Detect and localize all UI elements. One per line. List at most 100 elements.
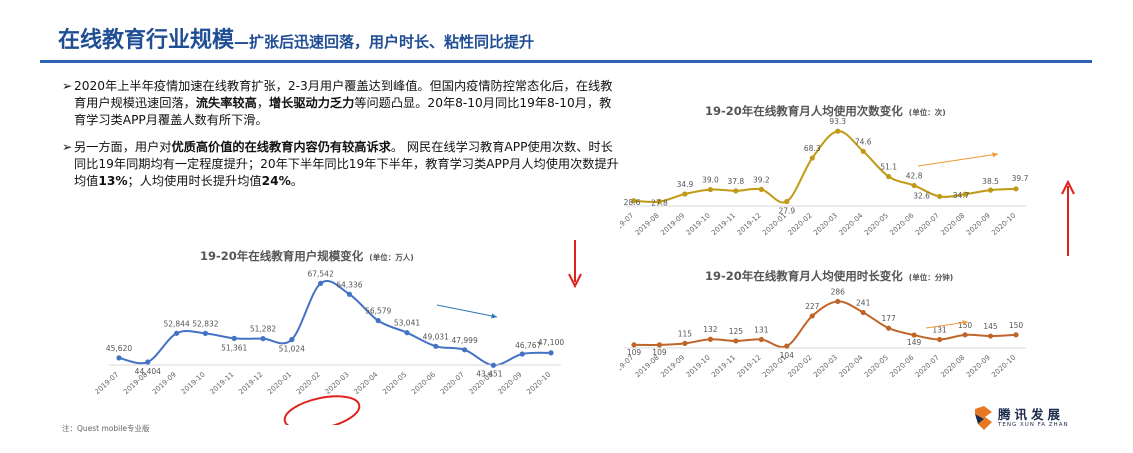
data-label: 115 [678,329,693,338]
x-tick-label: 2020-07 [914,354,941,380]
series-line [118,280,552,367]
data-point [707,336,713,342]
data-point [707,186,713,193]
title-main: 在线教育行业规模 [58,28,235,53]
x-tick-label: 2019-07 [620,212,635,238]
x-tick-label: 2019-08 [634,212,661,238]
data-label: 34.7 [953,191,970,200]
x-tick-label: 2020-05 [381,371,408,397]
data-point [758,186,764,192]
x-tick-label: 2020-04 [837,353,864,379]
x-tick-label: 2019-08 [634,354,661,380]
bullet-bold-text: 增长驱动力乏力 [269,96,355,110]
data-label: 27.8 [651,199,668,208]
bullet-bold-text: 优质高价值的在线教育内容仍有较高诉求 [171,140,391,154]
bullet-list: ➢ 2020年上半年疫情加速在线教育扩张，2-3月用户覆盖达到峰值。但国内疫情防… [62,78,622,200]
data-point [809,155,815,161]
data-point [733,188,739,194]
bullet-arrow-icon: ➢ [62,79,73,93]
data-label: 43,451 [476,369,502,378]
data-point [886,173,892,180]
data-label: 32.6 [913,191,930,200]
data-label: 241 [856,298,871,307]
data-point [835,298,841,305]
red-down-arrow-icon [568,240,582,289]
data-point [1013,332,1019,338]
data-point [231,335,237,341]
data-label: 51,282 [250,325,276,334]
data-point [202,330,208,336]
data-label: 47,100 [538,338,564,347]
data-point [987,187,994,193]
chart2-unit: (单位：次) [908,108,946,117]
x-tick-label: 2020-01 [266,371,293,397]
x-tick-label: 2020-06 [888,211,915,237]
data-point [937,193,943,200]
data-point [145,359,151,365]
trend-arrowhead [962,320,968,326]
chart-usage-count: 28.6 2019-07 27.8 2019-08 34.9 2019-09 39.0 201… [620,118,1029,238]
data-point [656,342,663,348]
x-tick-label: 2020-06 [410,370,437,396]
data-label: 131 [754,325,769,334]
logo-text-cn: 腾讯发展 [998,407,1065,422]
bullet-text: ；人均使用时长提升均值 [127,174,262,188]
data-point [784,198,790,205]
data-label: 28.6 [624,198,641,207]
source-note: 注：Quest mobile专业版 [62,424,150,433]
x-tick-label: 2020-01 [761,212,788,238]
x-tick-label: 2019-12 [736,354,763,380]
bullet-bold-text: 流失率较高 [195,96,257,110]
x-tick-label: 2019-07 [95,371,120,397]
bullet-arrow-icon: ➢ [62,140,73,154]
x-tick-label: 2020-07 [914,212,941,238]
data-label: 34.9 [677,180,694,189]
data-point [631,342,637,348]
data-point [1013,186,1019,192]
x-tick-label: 2020-10 [990,212,1017,238]
x-tick-label: 2019-10 [685,354,712,380]
data-point [174,330,180,336]
x-tick-label: 2019-10 [685,212,712,238]
data-label: 52,832 [192,319,218,328]
data-point [656,199,663,205]
bullet-text: 。 网民在线学习教育APP使用次数、时长同比19年同期均有一定程度提升；20年下… [74,140,619,188]
trend-arrowhead [491,313,497,319]
data-point [375,318,381,324]
data-label: 45,620 [106,344,132,353]
data-label: 227 [805,302,820,311]
data-point [404,330,410,336]
data-label: 47,999 [451,336,477,345]
x-tick-label: 2020-04 [352,370,379,396]
logo-mark-icon [975,406,992,430]
logo-text-en: TENG XUN FA ZHAN [998,422,1069,428]
data-label: 74.6 [855,137,872,146]
data-point [733,338,739,344]
chart3-unit: (单位：分钟) [908,273,954,282]
bullet-text: 等问题凸显。20年8-10月同比19年8-10月，教育学习类APP月覆盖人数有所… [74,96,612,127]
title-subtitle: —扩张后迅速回落，用户时长、粘性同比提升 [234,33,535,51]
data-label: 177 [882,314,897,323]
data-point [860,309,866,316]
red-up-arrow-icon [1061,180,1075,256]
data-label: 109 [627,348,642,357]
data-label: 51,024 [279,345,305,354]
x-tick-label: 2020-08 [939,212,966,238]
data-point [962,332,968,338]
bullet-bold-text: 13% [98,174,128,188]
data-label: 68.3 [804,144,821,153]
data-point [860,148,866,154]
x-tick-label: 2020-05 [863,354,890,380]
trend-arrow [436,304,498,318]
data-label: 52,844 [163,319,189,328]
x-tick-label: 2020-03 [324,371,351,397]
data-label: 56,579 [365,307,391,316]
data-label: 53,041 [394,319,420,328]
data-label: 39.2 [753,175,770,184]
chart1-title: 19-20年在线教育用户规模变化 (单位：万人) [200,248,414,264]
data-label: 49,031 [423,332,449,341]
x-tick-label: 2019-07 [620,354,635,380]
data-point [682,340,688,347]
x-tick-label: 2020-08 [939,354,966,380]
